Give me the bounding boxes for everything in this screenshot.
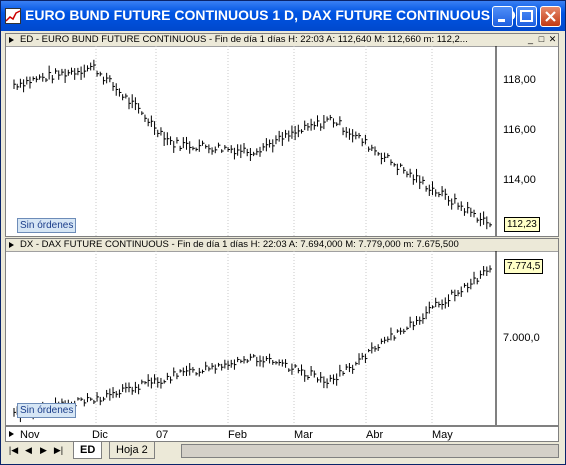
- axis-arrow-icon[interactable]: [9, 431, 14, 437]
- sheet-tab-bar: |◀ ◀ ▶ ▶| ED Hoja 2: [5, 442, 559, 460]
- title-bar[interactable]: EURO BUND FUTURE CONTINUOUS 1 D, DAX FUT…: [1, 1, 565, 31]
- dax-orders-badge[interactable]: Sin órdenes: [17, 403, 77, 418]
- bund-pane-header: ED - EURO BUND FUTURE CONTINUOUS - Fin d…: [6, 34, 558, 47]
- dax-last-price: 7.774,5: [504, 259, 544, 274]
- minimize-button[interactable]: [492, 6, 513, 27]
- collapse-arrow-icon[interactable]: [9, 242, 14, 248]
- bund-header-text: ED - EURO BUND FUTURE CONTINUOUS - Fin d…: [20, 34, 468, 45]
- pane-maximize-icon[interactable]: □: [538, 34, 545, 44]
- bund-ytick: 114,00: [503, 174, 536, 186]
- bund-ytick: 118,00: [503, 74, 536, 86]
- horizontal-scrollbar[interactable]: [181, 444, 559, 458]
- dax-ohlc-chart: [13, 251, 497, 425]
- xtick: 07: [156, 429, 169, 441]
- window-title: EURO BUND FUTURE CONTINUOUS 1 D, DAX FUT…: [25, 7, 516, 23]
- minimize-icon: [498, 19, 505, 22]
- maximize-button[interactable]: [516, 6, 537, 27]
- bund-chart-pane: ED - EURO BUND FUTURE CONTINUOUS - Fin d…: [5, 33, 559, 237]
- maximize-icon: [520, 10, 533, 22]
- date-axis: Nov Dic 07 Feb Mar Abr May: [5, 426, 559, 442]
- prev-sheet-icon[interactable]: ◀: [25, 445, 32, 455]
- bund-last-price: 112,23: [504, 217, 540, 232]
- pane-minimize-icon[interactable]: _: [527, 34, 533, 44]
- first-sheet-icon[interactable]: |◀: [8, 445, 19, 455]
- xtick: May: [432, 429, 453, 441]
- xtick: Feb: [228, 429, 247, 441]
- xtick: Nov: [20, 429, 40, 441]
- collapse-arrow-icon[interactable]: [9, 37, 14, 43]
- next-sheet-icon[interactable]: ▶: [40, 445, 47, 455]
- dax-pane-header: DX - DAX FUTURE CONTINUOUS - Fin de día …: [6, 239, 558, 252]
- pane-close-icon[interactable]: ✕: [548, 34, 557, 44]
- bund-ohlc-chart: [13, 46, 497, 236]
- xtick: Abr: [366, 429, 384, 441]
- tab-hoja-2[interactable]: Hoja 2: [109, 442, 155, 459]
- close-icon: [545, 11, 556, 22]
- xtick: Mar: [294, 429, 313, 441]
- chart-app-icon: [5, 8, 21, 24]
- bund-ytick: 116,00: [503, 124, 536, 136]
- tab-ed[interactable]: ED: [73, 442, 103, 459]
- xtick: Dic: [92, 429, 108, 441]
- dax-chart-pane: DX - DAX FUTURE CONTINUOUS - Fin de día …: [5, 238, 559, 426]
- dax-ytick: 7.000,0: [503, 332, 540, 344]
- last-sheet-icon[interactable]: ▶|: [53, 445, 64, 455]
- bund-orders-badge[interactable]: Sin órdenes: [17, 218, 77, 233]
- dax-header-text: DX - DAX FUTURE CONTINUOUS - Fin de día …: [20, 239, 459, 250]
- close-button[interactable]: [540, 6, 561, 27]
